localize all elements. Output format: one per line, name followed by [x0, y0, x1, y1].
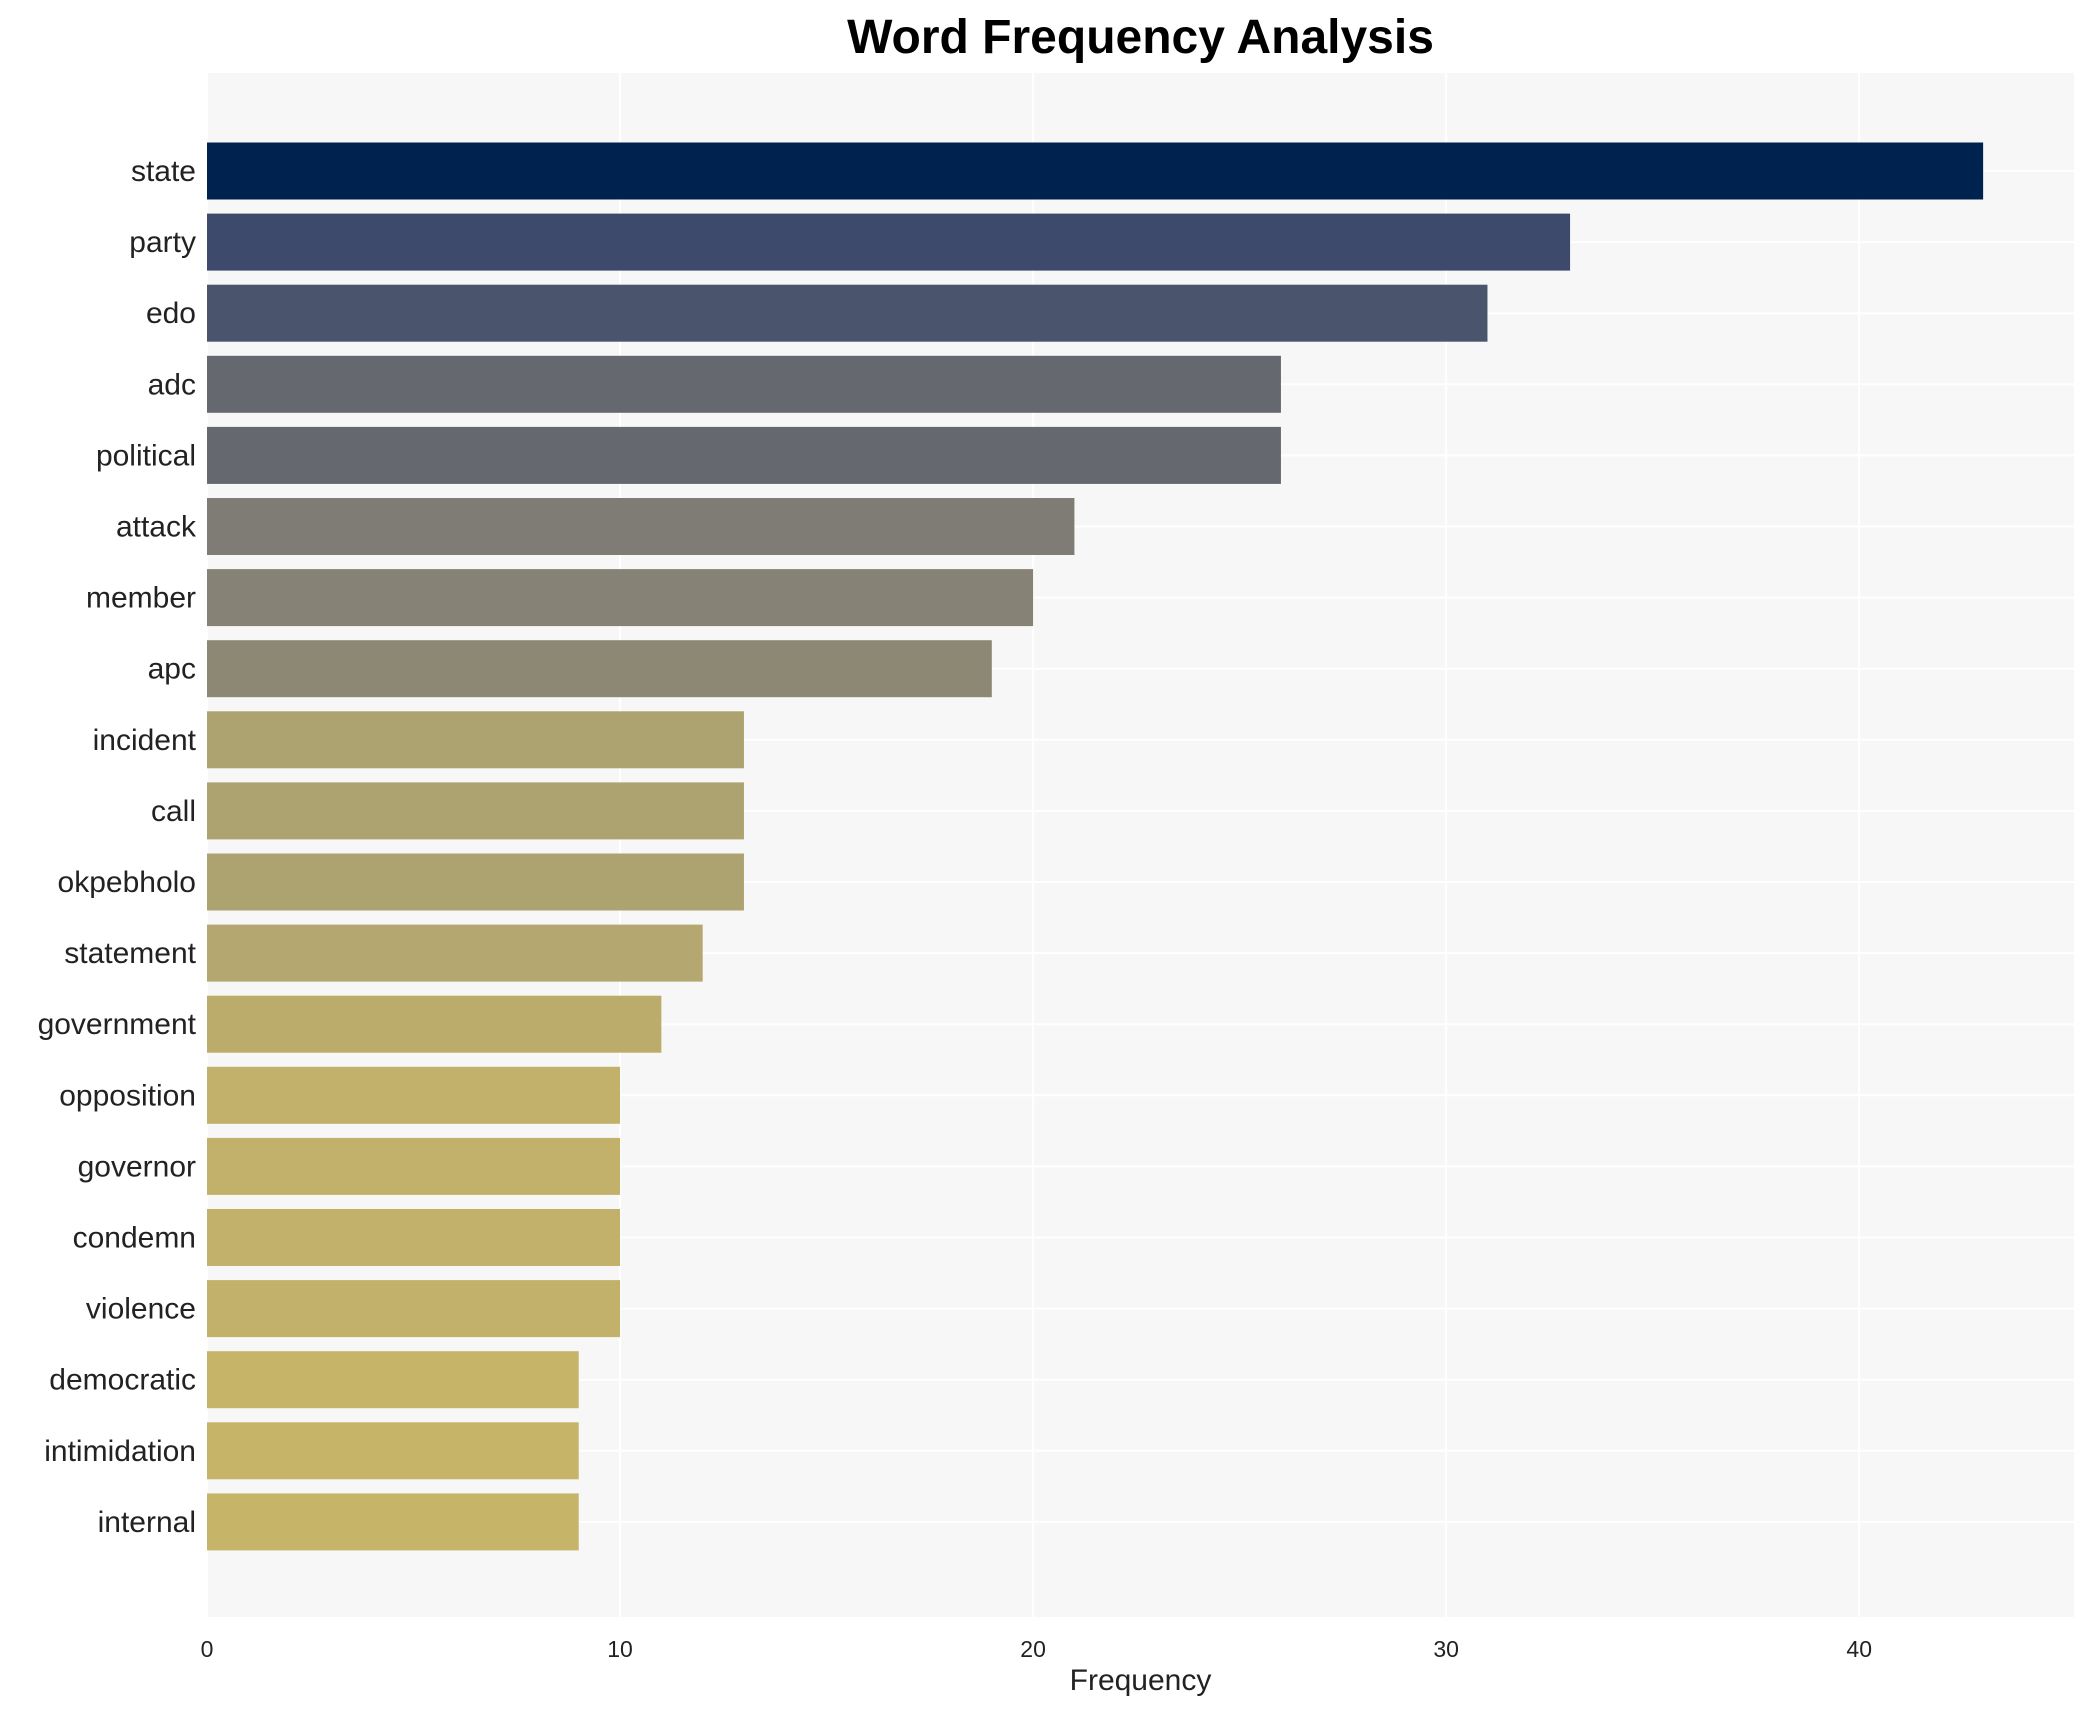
bar-incident [207, 711, 744, 769]
bar-opposition [207, 1066, 621, 1124]
y-tick-label: incident [93, 724, 197, 757]
x-tick-label: 0 [201, 1636, 214, 1662]
y-tick-label: party [129, 226, 196, 259]
x-tick-label: 30 [1433, 1636, 1459, 1662]
bar-apc [207, 640, 992, 698]
y-tick-label: okpebholo [58, 866, 196, 899]
bar-democratic [207, 1351, 579, 1409]
bar-edo [207, 284, 1488, 342]
x-tick-label: 40 [1846, 1636, 1872, 1662]
bar-intimidation [207, 1422, 579, 1480]
bar-internal [207, 1493, 579, 1551]
bar-condemn [207, 1209, 621, 1266]
bar-attack [207, 498, 1075, 555]
y-tick-label: statement [64, 937, 196, 970]
y-tick-label: political [96, 439, 196, 472]
bar-state [207, 142, 1984, 200]
y-tick-label: adc [148, 368, 196, 401]
y-tick-label: state [131, 155, 196, 188]
y-tick-label: violence [86, 1293, 196, 1326]
y-tick-label: intimidation [44, 1435, 196, 1468]
y-tick-label: member [86, 582, 196, 615]
bar-member [207, 569, 1034, 627]
x-tick-label: 10 [607, 1636, 633, 1662]
bar-adc [207, 355, 1281, 413]
y-tick-label: opposition [59, 1079, 196, 1112]
bar-okpebholo [207, 853, 744, 911]
bar-call [207, 782, 744, 840]
bar-statement [207, 924, 703, 982]
x-tick-label: 20 [1020, 1636, 1046, 1662]
bar-government [207, 995, 662, 1053]
y-tick-label: government [38, 1008, 197, 1041]
y-tick-label: edo [146, 297, 196, 330]
y-tick-label: condemn [73, 1222, 196, 1255]
y-tick-label: call [151, 795, 196, 828]
bar-political [207, 426, 1281, 484]
y-tick-label: governor [78, 1150, 196, 1183]
bar-governor [207, 1137, 621, 1195]
y-tick-label: internal [98, 1506, 196, 1539]
y-tick-label: democratic [49, 1364, 196, 1397]
chart-title: Word Frequency Analysis [847, 11, 1434, 64]
y-tick-label: apc [148, 653, 196, 686]
y-tick-label: attack [116, 511, 197, 544]
x-axis-label: Frequency [1070, 1664, 1212, 1697]
bar-party [207, 213, 1571, 271]
bar-violence [207, 1280, 621, 1338]
